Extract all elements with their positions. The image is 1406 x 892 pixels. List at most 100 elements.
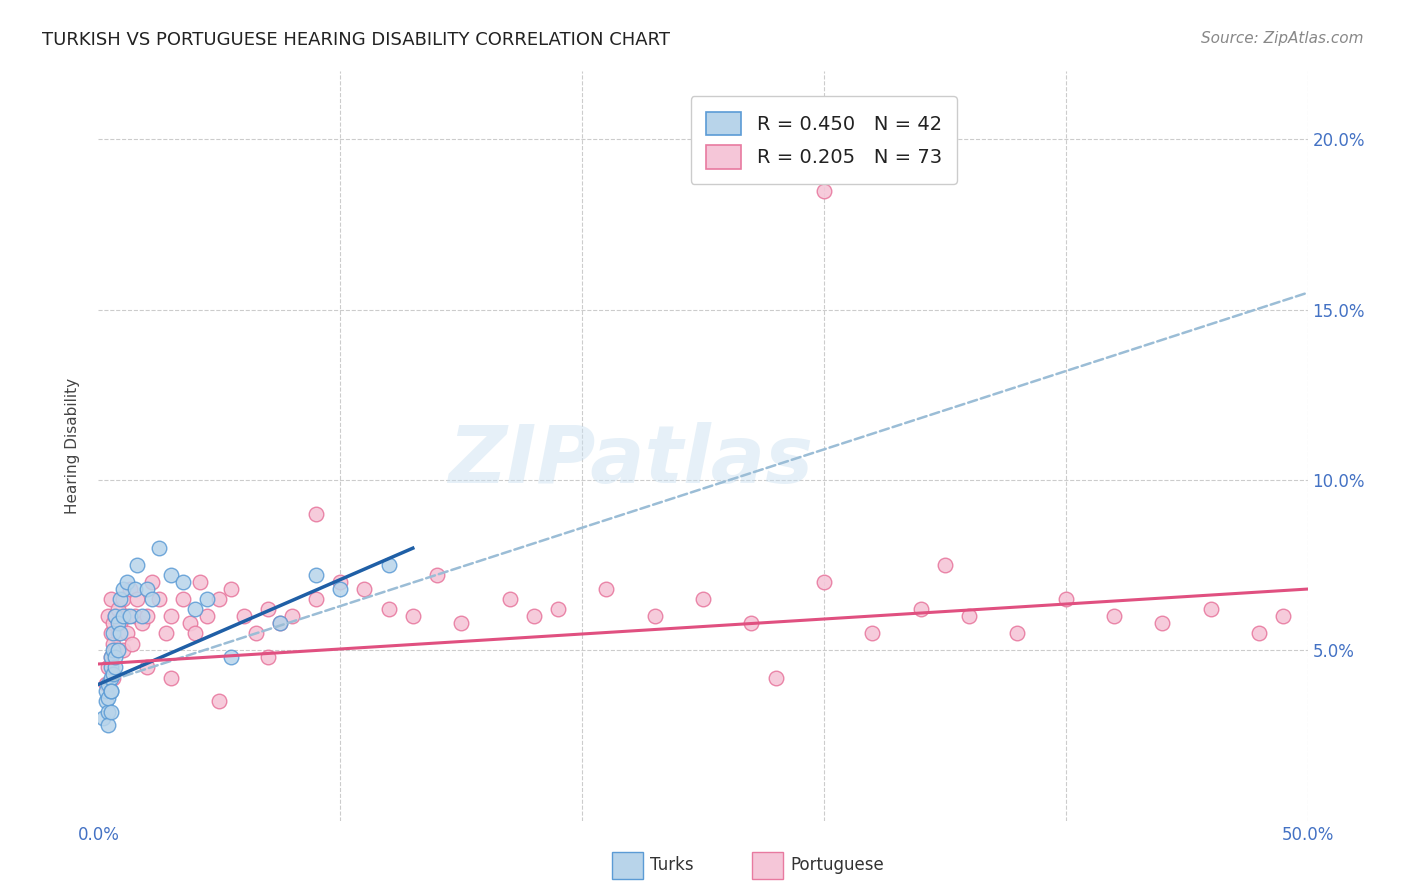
Point xyxy=(117,609,139,624)
Point xyxy=(107,643,129,657)
Point xyxy=(860,626,883,640)
Point xyxy=(269,616,291,631)
Point xyxy=(184,626,207,640)
Point xyxy=(127,592,149,607)
Point xyxy=(111,592,134,607)
Point xyxy=(813,575,835,590)
Point xyxy=(450,616,472,631)
Point xyxy=(329,575,352,590)
Point xyxy=(523,609,546,624)
Point xyxy=(97,609,120,624)
Point xyxy=(172,575,194,590)
Text: Portuguese: Portuguese xyxy=(790,856,884,874)
Point xyxy=(101,636,124,650)
Point xyxy=(100,684,122,698)
Point xyxy=(97,691,120,706)
Point xyxy=(117,575,139,590)
Text: Turks: Turks xyxy=(650,856,693,874)
Y-axis label: Hearing Disability: Hearing Disability xyxy=(65,378,80,514)
Point xyxy=(1054,592,1077,607)
Point xyxy=(329,582,352,596)
Point xyxy=(118,609,141,624)
Point xyxy=(221,650,243,665)
Point xyxy=(111,643,134,657)
Point xyxy=(160,568,183,582)
Point xyxy=(179,616,201,631)
Point xyxy=(104,643,127,657)
Point xyxy=(195,609,218,624)
Point xyxy=(305,592,328,607)
Point xyxy=(957,609,980,624)
Point xyxy=(100,660,122,674)
Point xyxy=(131,609,153,624)
Point xyxy=(101,667,124,681)
Point xyxy=(1152,616,1174,631)
Text: TURKISH VS PORTUGUESE HEARING DISABILITY CORRELATION CHART: TURKISH VS PORTUGUESE HEARING DISABILITY… xyxy=(42,31,671,49)
Point xyxy=(208,694,231,708)
Point xyxy=(108,626,131,640)
Point xyxy=(195,592,218,607)
Point xyxy=(97,660,120,674)
Text: ZIPatlas: ZIPatlas xyxy=(449,422,813,500)
Point xyxy=(232,609,254,624)
Point xyxy=(1249,626,1271,640)
Point xyxy=(121,636,143,650)
Point xyxy=(148,541,170,556)
Point xyxy=(1007,626,1029,640)
Point xyxy=(305,568,328,582)
Point xyxy=(155,626,177,640)
Point xyxy=(97,705,120,719)
Point xyxy=(107,616,129,631)
Point xyxy=(135,582,157,596)
Point xyxy=(426,568,449,582)
Point xyxy=(595,582,617,596)
Point xyxy=(377,602,399,616)
Point xyxy=(172,592,194,607)
Point xyxy=(135,660,157,674)
Point xyxy=(94,684,117,698)
Text: Source: ZipAtlas.com: Source: ZipAtlas.com xyxy=(1201,31,1364,46)
Point xyxy=(124,582,146,596)
Point xyxy=(117,626,139,640)
Point xyxy=(108,592,131,607)
Point xyxy=(256,650,278,665)
Point xyxy=(208,592,231,607)
Point xyxy=(305,507,328,521)
Point xyxy=(118,582,141,596)
Point xyxy=(148,592,170,607)
Point xyxy=(765,671,787,685)
Point xyxy=(107,602,129,616)
Point xyxy=(91,711,114,725)
Point xyxy=(160,671,183,685)
Point xyxy=(100,684,122,698)
Point xyxy=(100,650,122,665)
Point xyxy=(402,609,425,624)
Point xyxy=(644,609,666,624)
Point xyxy=(498,592,520,607)
Point xyxy=(101,616,124,631)
Point xyxy=(160,609,183,624)
Point xyxy=(104,660,127,674)
Point xyxy=(934,558,956,573)
Point xyxy=(692,592,714,607)
Point xyxy=(104,650,127,665)
Point xyxy=(111,609,134,624)
Point xyxy=(100,626,122,640)
Legend: R = 0.450   N = 42, R = 0.205   N = 73: R = 0.450 N = 42, R = 0.205 N = 73 xyxy=(690,96,957,185)
Point xyxy=(547,602,569,616)
Point xyxy=(104,609,127,624)
Point xyxy=(188,575,211,590)
Point xyxy=(101,643,124,657)
Point xyxy=(221,582,243,596)
Point xyxy=(377,558,399,573)
Point xyxy=(101,626,124,640)
Point xyxy=(111,582,134,596)
Point xyxy=(1102,609,1125,624)
Point xyxy=(124,609,146,624)
Point xyxy=(97,677,120,691)
Point xyxy=(256,602,278,616)
Point xyxy=(1199,602,1222,616)
Point xyxy=(100,671,122,685)
Point xyxy=(135,609,157,624)
Point xyxy=(100,650,122,665)
